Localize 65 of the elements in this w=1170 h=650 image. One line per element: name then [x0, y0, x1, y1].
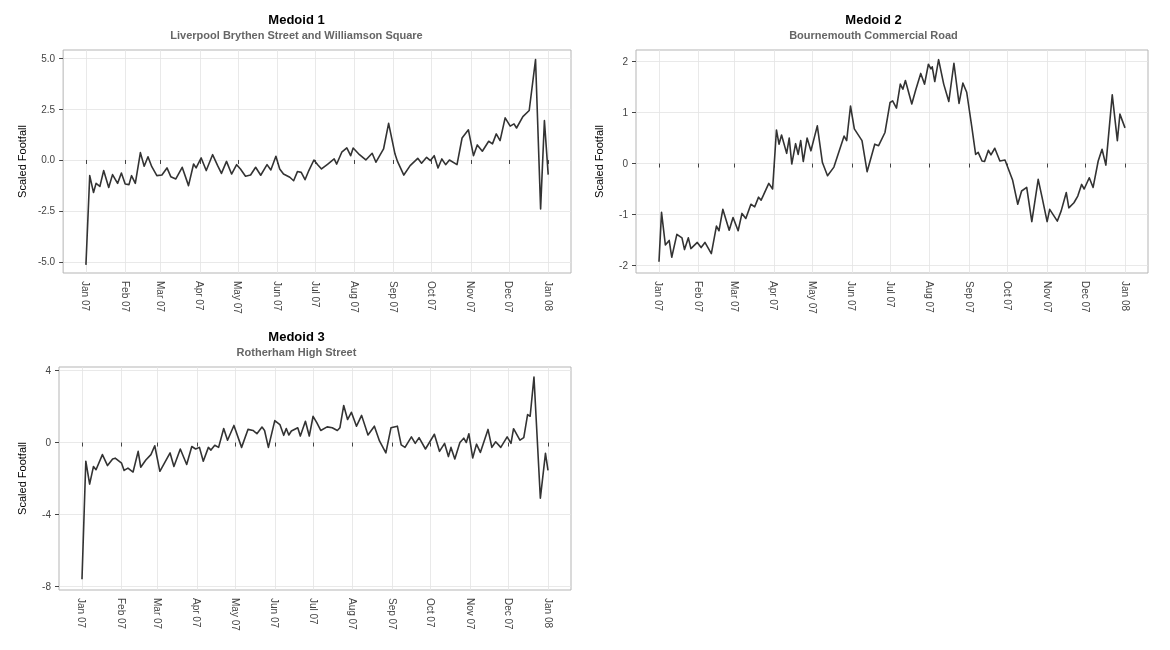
- x-tick-label: Jul 07: [884, 281, 896, 309]
- x-tick-label: Jan 07: [76, 598, 88, 629]
- chart-subtitle: Rotherham High Street: [236, 345, 357, 358]
- x-tick-label: Jul 07: [307, 598, 319, 626]
- chart-subtitle: Liverpool Brythen Street and Williamson Square: [170, 28, 423, 41]
- y-tick-label: -8: [42, 580, 52, 592]
- x-tick-label: Jun 07: [271, 281, 283, 312]
- x-tick-label: Nov 07: [464, 598, 476, 631]
- x-tick-label: Apr 07: [768, 281, 780, 311]
- x-tick-label: Jan 08: [1119, 281, 1131, 312]
- y-axis-title: Scaled Footfall: [15, 442, 28, 515]
- y-tick-label: -2.5: [37, 205, 56, 217]
- x-tick-label: Mar 07: [728, 281, 740, 313]
- line-series: [85, 58, 549, 266]
- x-tick-label: Dec 07: [1079, 281, 1091, 314]
- x-tick-label: Mar 07: [155, 281, 167, 313]
- chart-title: Medoid 3: [268, 329, 325, 344]
- x-tick-label: Jan 07: [653, 281, 665, 312]
- y-tick-label: 0: [45, 437, 52, 449]
- x-tick-label: Oct 07: [1002, 281, 1014, 311]
- chart-title: Medoid 2: [845, 12, 902, 27]
- x-tick-label: Nov 07: [1041, 281, 1053, 314]
- x-tick-label: Jan 07: [80, 281, 92, 312]
- x-tick-label: Mar 07: [151, 598, 163, 630]
- x-tick-label: Jun 07: [846, 281, 858, 312]
- x-tick-label: Sep 07: [386, 598, 398, 631]
- y-tick-label: 2: [622, 56, 629, 68]
- x-tick-label: Jul 07: [309, 281, 321, 309]
- y-tick-label: 2.5: [41, 103, 56, 115]
- x-tick-label: Aug 07: [924, 281, 936, 314]
- x-tick-label: Jan 08: [542, 281, 554, 312]
- x-tick-label: Aug 07: [348, 281, 360, 314]
- x-tick-label: Aug 07: [347, 598, 359, 631]
- y-tick-label: 1: [622, 107, 629, 119]
- y-tick-label: -2: [619, 259, 629, 271]
- x-tick-label: Oct 07: [425, 598, 437, 628]
- x-tick-label: Nov 07: [465, 281, 477, 314]
- x-tick-label: Feb 07: [693, 281, 705, 313]
- chart-subtitle: Bournemouth Commercial Road: [789, 28, 958, 41]
- y-tick-label: -4: [42, 508, 52, 520]
- x-tick-label: Sep 07: [388, 281, 400, 314]
- chart-title: Medoid 1: [268, 12, 325, 27]
- y-tick-label: 0: [622, 158, 629, 170]
- x-tick-label: May 07: [806, 281, 818, 315]
- y-axis-title: Scaled Footfall: [15, 125, 28, 198]
- x-tick-label: Sep 07: [963, 281, 975, 314]
- x-tick-label: Feb 07: [119, 281, 131, 313]
- x-tick-label: Apr 07: [191, 598, 203, 628]
- x-tick-label: Jan 08: [542, 598, 554, 629]
- y-tick-label: 0.0: [41, 154, 56, 166]
- y-axis-title: Scaled Footfall: [592, 125, 605, 198]
- x-tick-label: May 07: [229, 598, 241, 632]
- x-tick-label: May 07: [232, 281, 244, 315]
- y-tick-label: -1: [619, 208, 629, 220]
- line-series: [81, 376, 549, 581]
- line-series: [658, 58, 1126, 263]
- x-tick-label: Dec 07: [502, 598, 514, 631]
- x-tick-label: Dec 07: [503, 281, 515, 314]
- x-tick-label: Oct 07: [426, 281, 438, 311]
- y-tick-label: -5.0: [37, 256, 56, 268]
- x-tick-label: Jun 07: [269, 598, 281, 629]
- x-tick-label: Feb 07: [116, 598, 128, 630]
- y-tick-label: 4: [45, 365, 52, 377]
- x-tick-label: Apr 07: [194, 281, 206, 311]
- y-tick-label: 5.0: [41, 52, 56, 64]
